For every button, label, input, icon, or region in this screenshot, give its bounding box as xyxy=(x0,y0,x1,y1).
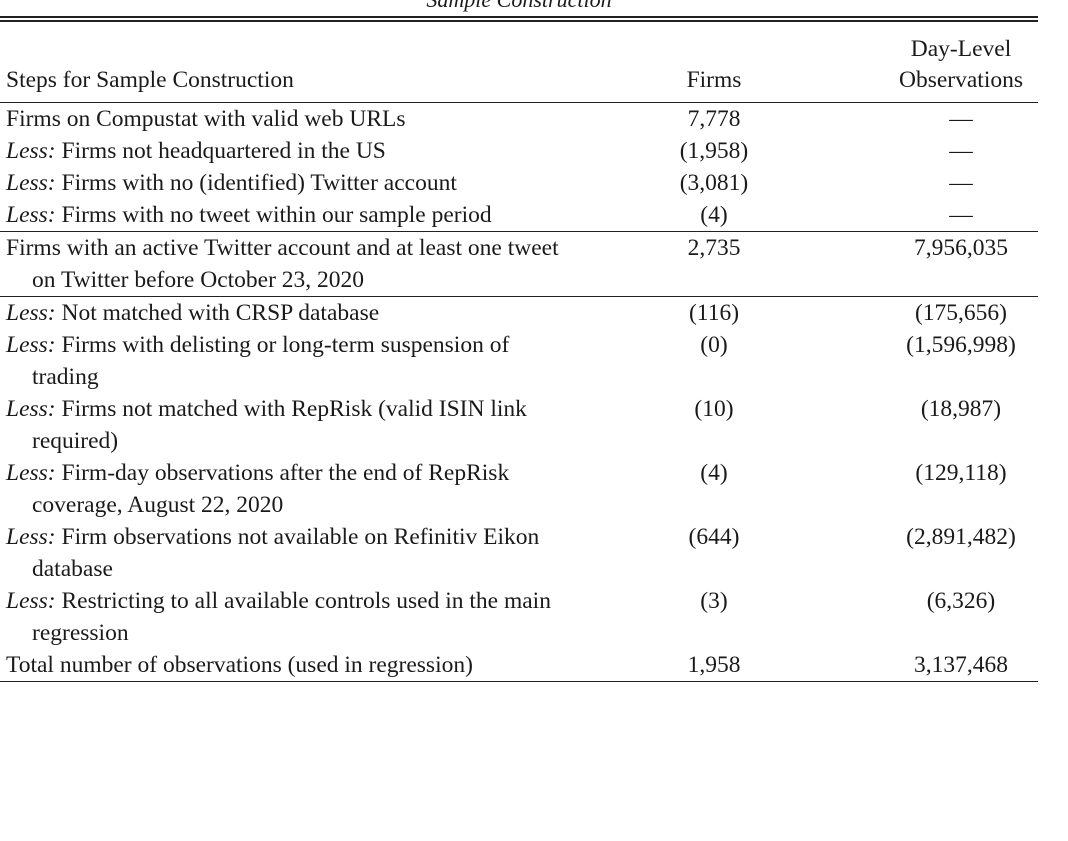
step-text: Less: Firm-day observations after the en… xyxy=(6,457,602,521)
table-row: Less: Restricting to all available contr… xyxy=(0,585,1038,649)
table-title: Sample Construction xyxy=(0,0,1038,13)
firms-cell: 2,735 xyxy=(687,235,741,261)
table-row: Less: Firms with no (identified) Twitter… xyxy=(0,167,1038,199)
step-cell: Less: Firms not headquartered in the US xyxy=(0,135,602,167)
observations-cell: — xyxy=(949,170,973,196)
step-text: Less: Firm observations not available on… xyxy=(6,521,602,585)
table-row: Firms with an active Twitter account and… xyxy=(0,232,1038,297)
step-cell: Less: Firms with no tweet within our sam… xyxy=(0,199,602,232)
firms-cell: (10) xyxy=(694,396,734,422)
step-cell: Less: Not matched with CRSP database xyxy=(0,297,602,330)
step-text: Total number of observations (used in re… xyxy=(6,649,602,681)
observations-cell: (2,891,482) xyxy=(906,524,1016,550)
table-row: Less: Firms not headquartered in the US (… xyxy=(0,135,1038,167)
firms-cell: (3,081) xyxy=(679,170,749,196)
table-row: Less: Firm-day observations after the en… xyxy=(0,457,1038,521)
step-prefix: Less: xyxy=(6,300,56,326)
step-text: Less: Firms not headquartered in the US xyxy=(6,135,602,167)
table-row: Less: Not matched with CRSP database (116… xyxy=(0,297,1038,330)
step-text: Less: Firms not matched with RepRisk (va… xyxy=(6,393,602,457)
observations-cell: — xyxy=(949,106,973,132)
observations-cell: — xyxy=(949,138,973,164)
step-text: Less: Restricting to all available contr… xyxy=(6,585,602,649)
step-cell: Less: Restricting to all available contr… xyxy=(0,585,602,649)
table-section: Less: Not matched with CRSP database (116… xyxy=(0,297,1038,682)
observations-cell: (175,656) xyxy=(914,300,1008,326)
step-cell: Less: Firm-day observations after the en… xyxy=(0,457,602,521)
step-text: Less: Not matched with CRSP database xyxy=(6,297,602,329)
step-prefix: Less: xyxy=(6,524,56,550)
sample-table: Steps for Sample Construction Firms Day-… xyxy=(0,16,1038,682)
step-label: Firms not headquartered in the US xyxy=(61,138,386,164)
step-text: Firms on Compustat with valid web URLs xyxy=(6,103,602,135)
header-cell: Day-Level Observations xyxy=(826,19,1038,103)
observations-cell: 3,137,468 xyxy=(914,652,1008,678)
firms-cell: (0) xyxy=(700,332,728,358)
step-label: Firms on Compustat with valid web URLs xyxy=(6,106,406,132)
firms-cell: (1,958) xyxy=(679,138,749,164)
step-prefix: Less: xyxy=(6,138,56,164)
table-section: Firms with an active Twitter account and… xyxy=(0,232,1038,297)
step-cell: Total number of observations (used in re… xyxy=(0,649,602,682)
firms-cell: 7,778 xyxy=(687,106,741,132)
step-label: Firms with delisting or long-term suspen… xyxy=(32,332,510,390)
step-cell: Firms on Compustat with valid web URLs xyxy=(0,103,602,136)
observations-cell: 7,956,035 xyxy=(914,235,1008,261)
step-prefix: Less: xyxy=(6,170,56,196)
step-text: Less: Firms with no (identified) Twitter… xyxy=(6,167,602,199)
step-text: Firms with an active Twitter account and… xyxy=(6,232,602,296)
step-prefix: Less: xyxy=(6,332,56,358)
table-row: Less: Firms with no tweet within our sam… xyxy=(0,199,1038,232)
step-text: Less: Firms with delisting or long-term … xyxy=(6,329,602,393)
firms-cell: (4) xyxy=(700,202,728,228)
step-label: Firm-day observations after the end of R… xyxy=(32,460,510,518)
table-row: Less: Firms not matched with RepRisk (va… xyxy=(0,393,1038,457)
step-label: Firm observations not available on Refin… xyxy=(32,524,540,582)
observations-cell: (129,118) xyxy=(915,460,1007,486)
step-label: Total number of observations (used in re… xyxy=(6,652,473,678)
table-row: Less: Firms with delisting or long-term … xyxy=(0,329,1038,393)
observations-cell: (1,596,998) xyxy=(906,332,1016,358)
step-label: Firms not matched with RepRisk (valid IS… xyxy=(32,396,527,454)
step-label: Not matched with CRSP database xyxy=(61,300,380,326)
firms-cell: (116) xyxy=(688,300,740,326)
step-prefix: Less: xyxy=(6,460,56,486)
table-header: Steps for Sample Construction Firms Day-… xyxy=(0,19,1038,103)
step-cell: Less: Firms not matched with RepRisk (va… xyxy=(0,393,602,457)
step-text: Less: Firms with no tweet within our sam… xyxy=(6,199,602,231)
firms-cell: (4) xyxy=(700,460,728,486)
step-label: Firms with no (identified) Twitter accou… xyxy=(61,170,457,196)
table-row: Firms on Compustat with valid web URLs 7,… xyxy=(0,103,1038,136)
table-row: Less: Firm observations not available on… xyxy=(0,521,1038,585)
observations-cell: — xyxy=(949,202,973,228)
table-section: Firms on Compustat with valid web URLs 7,… xyxy=(0,103,1038,232)
firms-cell: (644) xyxy=(688,524,740,550)
observations-cell: (18,987) xyxy=(920,396,1002,422)
header-row: Steps for Sample Construction Firms Day-… xyxy=(0,19,1038,103)
header-cell: Steps for Sample Construction xyxy=(0,19,602,103)
step-cell: Firms with an active Twitter account and… xyxy=(0,232,602,297)
step-label: Firms with an active Twitter account and… xyxy=(6,235,559,293)
step-cell: Less: Firms with delisting or long-term … xyxy=(0,329,602,393)
step-prefix: Less: xyxy=(6,396,56,422)
step-prefix: Less: xyxy=(6,588,56,614)
step-label: Restricting to all available controls us… xyxy=(32,588,551,646)
firms-cell: (3) xyxy=(700,588,728,614)
observations-cell: (6,326) xyxy=(926,588,996,614)
step-label: Firms with no tweet within our sample pe… xyxy=(61,202,492,228)
table-row: Total number of observations (used in re… xyxy=(0,649,1038,682)
header-cell: Firms xyxy=(602,19,826,103)
firms-cell: 1,958 xyxy=(687,652,741,678)
step-cell: Less: Firms with no (identified) Twitter… xyxy=(0,167,602,199)
step-cell: Less: Firm observations not available on… xyxy=(0,521,602,585)
step-prefix: Less: xyxy=(6,202,56,228)
